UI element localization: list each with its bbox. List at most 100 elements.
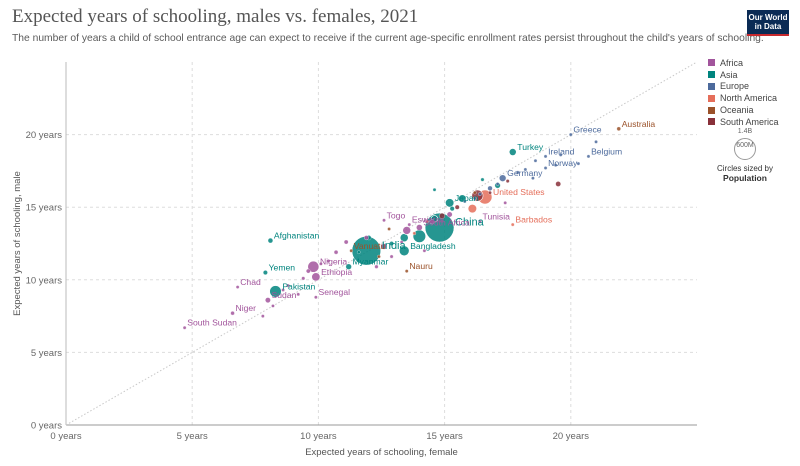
data-point[interactable]: [586, 154, 591, 159]
data-point[interactable]: [402, 226, 412, 235]
data-point[interactable]: [422, 249, 427, 253]
data-point[interactable]: [333, 250, 339, 255]
data-point[interactable]: [454, 204, 460, 210]
data-point[interactable]: [345, 263, 352, 270]
data-label: China: [455, 217, 485, 229]
data-point[interactable]: [463, 199, 467, 204]
data-point[interactable]: [382, 218, 386, 223]
data-point[interactable]: [488, 190, 492, 195]
data-point[interactable]: [432, 188, 437, 192]
data-point[interactable]: [543, 166, 548, 170]
data-point[interactable]: [306, 268, 311, 274]
data-point[interactable]: [478, 192, 482, 196]
data-point[interactable]: [480, 177, 485, 182]
data-label: Afghanistan: [274, 231, 320, 241]
data-point[interactable]: [505, 179, 510, 183]
data-point[interactable]: [267, 238, 274, 244]
legend-item-europe[interactable]: Europe: [708, 81, 779, 93]
data-point[interactable]: [558, 153, 563, 157]
data-point[interactable]: [503, 201, 507, 205]
data-point[interactable]: [389, 241, 394, 246]
size-legend-caption: Circles sized by: [716, 164, 773, 173]
data-point[interactable]: [296, 292, 300, 297]
data-point[interactable]: [473, 196, 477, 201]
data-point[interactable]: [555, 181, 561, 187]
logo-line-1: Our World: [748, 13, 788, 22]
data-point[interactable]: [429, 219, 435, 225]
data-point[interactable]: [445, 198, 455, 208]
data-point[interactable]: [404, 269, 409, 273]
data-point[interactable]: [425, 219, 429, 224]
data-point[interactable]: [543, 154, 548, 159]
data-point[interactable]: [314, 295, 318, 299]
legend-swatch: [708, 59, 715, 67]
legend-label: North America: [720, 93, 778, 104]
data-point[interactable]: [449, 206, 455, 212]
data-point[interactable]: [533, 158, 538, 163]
data-point[interactable]: [326, 259, 331, 263]
data-point[interactable]: [510, 222, 515, 227]
data-point[interactable]: [416, 224, 423, 231]
legend-item-africa[interactable]: Africa: [708, 57, 779, 69]
data-point[interactable]: [523, 167, 528, 172]
chart-subtitle: The number of years a child of school en…: [12, 33, 764, 44]
data-point[interactable]: [576, 161, 581, 166]
data-point[interactable]: [516, 170, 520, 175]
data-point[interactable]: [467, 204, 477, 214]
data-label: Niger: [236, 303, 257, 313]
data-point[interactable]: [349, 249, 353, 253]
data-point[interactable]: [281, 288, 285, 292]
data-point[interactable]: [381, 243, 387, 250]
data-point[interactable]: [508, 148, 517, 156]
data-point[interactable]: [387, 227, 391, 231]
legend-item-south-america[interactable]: South America: [708, 116, 779, 128]
owid-logo[interactable]: Our World in Data: [747, 10, 789, 36]
data-point[interactable]: [265, 297, 271, 303]
data-point[interactable]: [286, 283, 290, 288]
data-point[interactable]: [343, 239, 349, 245]
data-point[interactable]: [478, 219, 482, 224]
y-tick-label: 5 years: [31, 348, 62, 359]
data-point[interactable]: [616, 126, 621, 131]
data-label: Ethiopia: [321, 267, 352, 277]
data-point[interactable]: [263, 270, 268, 275]
data-point[interactable]: [389, 254, 394, 259]
legend-item-asia[interactable]: Asia: [708, 69, 779, 81]
data-point[interactable]: [446, 211, 453, 218]
data-point[interactable]: [301, 276, 306, 281]
data-point[interactable]: [319, 262, 323, 266]
data-point[interactable]: [553, 163, 558, 167]
data-label: Barbados: [515, 215, 552, 225]
data-point[interactable]: [439, 213, 445, 219]
data-point[interactable]: [495, 182, 500, 186]
data-point[interactable]: [261, 314, 265, 318]
data-point[interactable]: [594, 140, 598, 144]
data-point[interactable]: [182, 325, 187, 330]
data-point[interactable]: [363, 235, 369, 241]
data-point[interactable]: [307, 260, 320, 273]
data-point[interactable]: [569, 132, 573, 137]
data-point[interactable]: [357, 250, 361, 254]
data-point[interactable]: [269, 285, 282, 298]
data-point[interactable]: [271, 304, 275, 308]
x-tick-label: 15 years: [426, 431, 463, 442]
data-point[interactable]: [377, 254, 381, 259]
legend-label: Oceania: [720, 105, 754, 116]
data-point[interactable]: [230, 311, 235, 316]
data-point[interactable]: [487, 185, 493, 191]
data-point[interactable]: [399, 240, 404, 244]
legend-item-oceania[interactable]: Oceania: [708, 104, 779, 116]
data-point[interactable]: [412, 231, 417, 236]
data-point[interactable]: [407, 222, 412, 227]
legend-item-north-america[interactable]: North America: [708, 92, 779, 104]
data-label: Eswatini: [412, 215, 444, 225]
data-point[interactable]: [235, 285, 240, 289]
data-point[interactable]: [498, 174, 507, 182]
data-point[interactable]: [398, 245, 410, 257]
data-point[interactable]: [311, 272, 321, 282]
data-point[interactable]: [531, 176, 535, 180]
data-point[interactable]: [374, 264, 379, 269]
data-label: Greece: [573, 125, 601, 135]
data-point[interactable]: [473, 190, 477, 195]
